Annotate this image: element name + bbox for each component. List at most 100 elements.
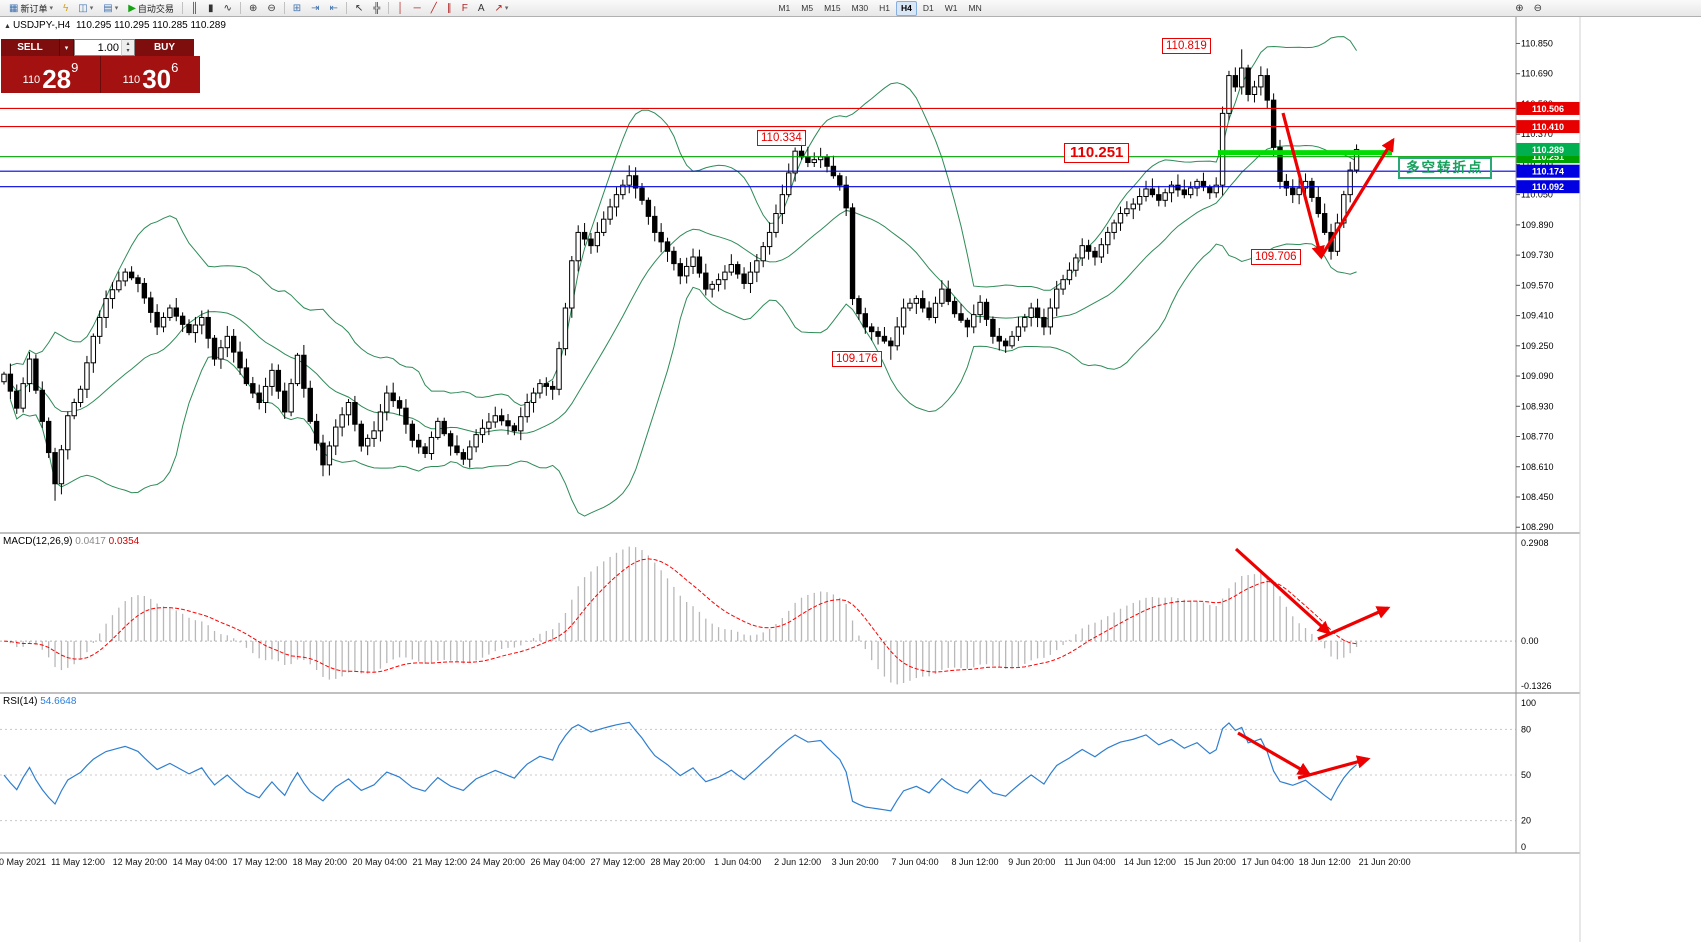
script-icon: ϟ [62,2,69,14]
line-view-icon: ∿ [223,2,232,14]
tile-windows-icon: ⊞ [292,2,302,14]
spin-up-icon[interactable]: ▴ [126,40,130,47]
timeframe-mn[interactable]: MN [968,2,982,13]
rsi-indicator-label: RSI(14) 54.6648 [3,696,76,707]
svg-text:109.250: 109.250 [1521,341,1554,351]
svg-text:20 May 04:00: 20 May 04:00 [353,857,408,867]
cursor-button[interactable]: ↖ [351,0,367,17]
timeframe-m5[interactable]: M5 [801,2,814,13]
svg-text:-0.1326: -0.1326 [1521,681,1552,691]
zoom-in-alt-button[interactable]: ⊕ [1511,0,1527,17]
profiles-button[interactable]: ▤ ▾ [99,0,122,17]
one-click-trading-panel: SELL ▾ ▴ ▾ BUY 110 28 9 110 30 6 [1,39,200,93]
trend-arrows [1234,112,1395,780]
date-axis: 10 May 2021 11 May 12:00 12 May 20:00 14 Ma… [0,857,1411,867]
timeframe-m30[interactable]: M30 [851,2,869,13]
vertical-line-button[interactable]: │ [393,0,407,17]
bars-view-button[interactable]: ║ [187,0,202,17]
svg-text:0: 0 [1521,842,1526,852]
new-order-button[interactable]: ▦ 新订单 ▾ [5,0,57,17]
sell-options-caret-icon[interactable]: ▾ [60,39,74,56]
buy-price-sup: 6 [171,60,179,75]
svg-text:110.050: 110.050 [1521,190,1553,200]
annotation-resistance-label: 110.334 [757,130,806,146]
caret-down-icon: ▾ [114,5,119,12]
toolbar-left: ▦ 新订单 ▾ ϟ ◫ ▾ ▤ ▾ ▶ 自动交易 ║ ▮ ∿ ⊕ ⊖ ⊞ ⇥ ⇤ ↖ ╬ │ ─ ╱ ∥ F A ↗ ▾ [4,0,513,17]
chart-symbol-label: USDJPY-,H4 [12,20,71,31]
line-view-button[interactable]: ∿ [220,0,236,17]
svg-text:11 May 12:00: 11 May 12:00 [51,857,105,867]
bollinger-bands [9,36,1357,517]
auto-scroll-button[interactable]: ⇥ [307,0,323,17]
chart-shift-button[interactable]: ⇤ [326,0,342,17]
symbol-marker-icon: ▲ [4,23,11,30]
crosshair-button[interactable]: ╬ [369,0,384,17]
toolbar-separator [388,2,390,14]
new-chart-icon: ◫ [78,2,88,14]
annotation-high-label: 110.819 [1162,38,1211,54]
bars-view-icon: ║ [190,2,199,14]
timeframe-w1[interactable]: W1 [944,2,958,13]
rsi-value: 54.6648 [40,696,77,707]
turning-point-annotation: 多空转折点 [1398,157,1492,179]
new-order-button-label: 新订单 [20,3,48,14]
horizontal-line-button[interactable]: ─ [410,0,425,17]
toolbar-separator [345,2,347,14]
candles-view-button[interactable]: ▮ [204,0,218,17]
macd-indicator-label: MACD(12,26,9) 0.0417 0.0354 [3,536,139,547]
sell-price[interactable]: 110 28 9 [1,56,101,93]
svg-text:108.930: 108.930 [1521,401,1554,411]
arrows-tool-button[interactable]: ↗ ▾ [491,0,513,17]
text-label-icon: A [477,2,485,14]
svg-text:15 Jun 20:00: 15 Jun 20:00 [1184,857,1236,867]
toolbar-right: ⊕ ⊖ [1510,0,1547,17]
timeframe-m1[interactable]: M1 [778,2,791,13]
candlestick-series [1,49,1360,501]
timeframe-h1[interactable]: H1 [879,2,891,13]
price-badge-110.092: 110.092 [1516,180,1580,194]
svg-text:14 May 04:00: 14 May 04:00 [173,857,228,867]
zoom-out-icon: ⊖ [267,2,276,14]
zoom-out-button[interactable]: ⊖ [263,0,279,17]
channel-button[interactable]: ∥ [443,0,456,17]
svg-text:110.370: 110.370 [1521,129,1553,139]
volume-input[interactable] [74,39,121,56]
toolbar-separator [239,2,241,14]
chart-ohlc-header: ▲ USDJPY-,H4 110.295 110.295 110.285 110.… [4,20,226,31]
trendline-button[interactable]: ╱ [427,0,441,17]
tile-windows-button[interactable]: ⊞ [289,0,305,17]
script-button[interactable]: ϟ [59,0,72,17]
timeframe-m15[interactable]: M15 [824,2,841,13]
svg-text:108.290: 108.290 [1521,522,1554,532]
buy-button[interactable]: BUY [135,39,194,56]
price-badge-110.506: 110.506 [1516,101,1580,115]
text-label-button[interactable]: A [474,0,489,17]
buy-price-small: 110 [122,74,141,86]
sell-button[interactable]: SELL [1,39,60,56]
autotrade-button[interactable]: ▶ 自动交易 [124,0,178,17]
new-chart-button[interactable]: ◫ ▾ [74,0,97,17]
timeframe-d1[interactable]: D1 [922,2,934,13]
annotation-low-label: 109.706 [1251,249,1301,265]
zoom-in-button[interactable]: ⊕ [245,0,261,17]
timeframe-h4[interactable]: H4 [896,0,917,16]
svg-text:110.289: 110.289 [1532,145,1564,155]
rsi-line [3,721,1357,812]
chart-window: 110.850110.690110.530110.370110.210110.0… [0,17,1701,942]
zoom-out-alt-button[interactable]: ⊖ [1530,0,1546,17]
spin-down-icon[interactable]: ▾ [126,47,130,54]
svg-text:110.410: 110.410 [1532,122,1564,132]
svg-text:9 Jun 20:00: 9 Jun 20:00 [1008,857,1055,867]
buy-price[interactable]: 110 30 6 [101,56,200,93]
svg-text:28 May 20:00: 28 May 20:00 [650,857,705,867]
crosshair-icon: ╬ [373,2,381,14]
cursor-icon: ↖ [354,2,364,14]
vertical-line-icon: │ [397,2,404,14]
svg-text:109.730: 109.730 [1521,250,1554,260]
fibonacci-button[interactable]: F [458,0,472,17]
chart-canvas[interactable]: 110.850110.690110.530110.370110.210110.0… [0,17,1701,942]
svg-text:3 Jun 20:00: 3 Jun 20:00 [832,857,879,867]
volume-stepper[interactable]: ▴ ▾ [121,39,135,56]
svg-text:1 Jun 04:00: 1 Jun 04:00 [714,857,761,867]
zoom-in-icon: ⊕ [248,2,258,14]
